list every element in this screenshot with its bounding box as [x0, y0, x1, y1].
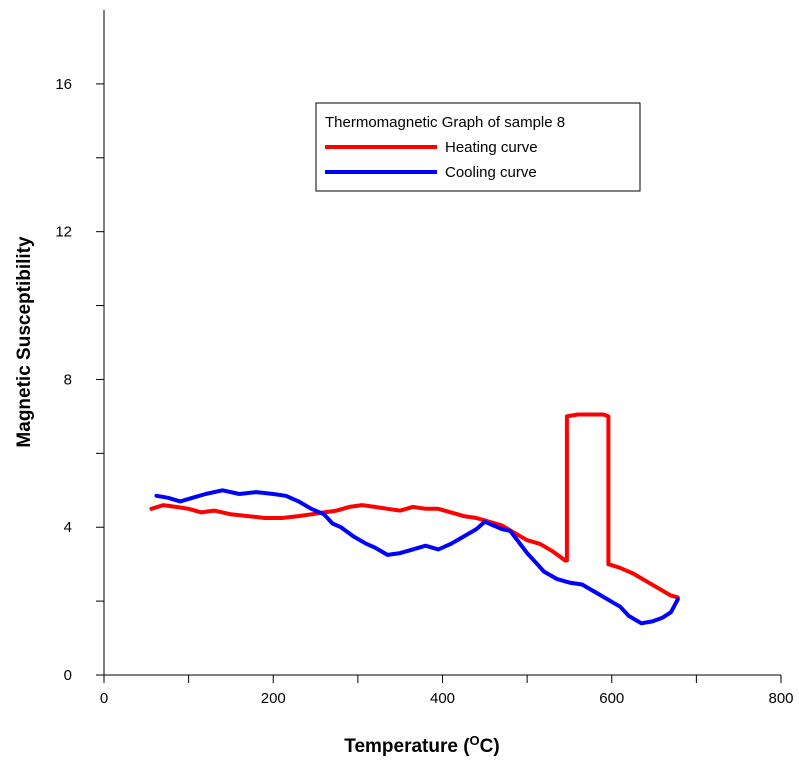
legend-label-cooling: Cooling curve: [445, 164, 537, 181]
x-axis-title: Temperature (OC): [344, 733, 499, 757]
series-layer: [149, 412, 680, 626]
y-tick-label: 12: [55, 224, 72, 241]
legend-title: Thermomagnetic Graph of sample 8: [325, 114, 565, 131]
series-line-heating-curve: [149, 412, 680, 600]
y-tick-label: 16: [55, 76, 72, 93]
x-tick-label: 600: [599, 690, 624, 707]
ticks-layer: 0 200 400 600 800 0 4 8 12 16: [55, 76, 793, 707]
y-tick-label: 8: [64, 371, 72, 388]
x-tick-label: 800: [768, 690, 793, 707]
x-tick-label: 0: [100, 690, 108, 707]
series-line-cooling-curve: [154, 488, 680, 626]
x-tick-label: 200: [261, 690, 286, 707]
x-tick-label: 400: [430, 690, 455, 707]
y-tick-label: 0: [64, 667, 72, 684]
y-axis-title: Magnetic Susceptibility: [14, 236, 35, 448]
y-tick-label: 4: [64, 519, 72, 536]
legend: Thermomagnetic Graph of sample 8 Heating…: [315, 102, 641, 192]
legend-label-heating: Heating curve: [445, 139, 538, 156]
